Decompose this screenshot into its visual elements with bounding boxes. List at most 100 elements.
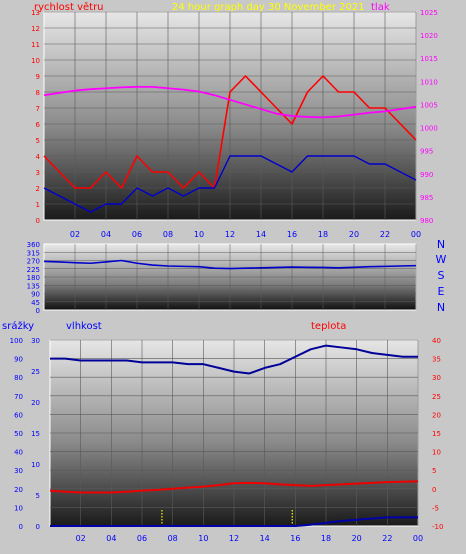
y-right-tick-label: 1020 [420, 32, 438, 40]
x-tick-label: 04 [101, 230, 111, 239]
y-humidity-tick-label: 50 [14, 430, 23, 438]
y-humidity-tick-label: 10 [14, 504, 23, 512]
y-humidity-tick-label: 70 [14, 393, 23, 401]
x-tick-label: 12 [225, 230, 235, 239]
y-temperature-tick-label: -10 [432, 523, 443, 531]
direction-e: E [438, 285, 445, 298]
series-gust-line [43, 75, 417, 189]
y-temperature-tick-label: 10 [432, 449, 441, 457]
y-right-tick-label: 985 [420, 194, 433, 202]
y-right-tick-label: 995 [420, 148, 433, 156]
y-precip-tick-label: 15 [31, 430, 40, 438]
wind-pressure-panel: 02 04 06 08 10 12 14 16 18 20 22 00 012345678910111… [31, 9, 438, 239]
y-humidity-tick-label: 80 [14, 374, 23, 382]
y-left-tick-label: 9 [36, 73, 40, 81]
x-tick-label: 08 [168, 534, 178, 543]
y-humidity-tick-label: 60 [14, 411, 23, 419]
y-tick-label: 225 [27, 266, 40, 274]
x-tick-label: 02 [76, 534, 86, 543]
x-tick-label: 00 [413, 534, 423, 543]
y-temperature-tick-label: 20 [432, 411, 441, 419]
y-precip-tick-label: 25 [31, 368, 40, 376]
y-left-tick-label: 7 [36, 105, 40, 113]
y-temperature-tick-label: 25 [432, 393, 441, 401]
y-right-tick-label: 1010 [420, 78, 438, 86]
x-tick-label: 00 [411, 230, 421, 239]
y-humidity-tick-label: 20 [14, 486, 23, 494]
x-tick-label: 20 [349, 230, 359, 239]
humidity-temperature-panel: 02 04 06 08 10 12 14 16 18 20 22 00 010203040506070… [10, 337, 444, 543]
y-left-tick-label: 10 [31, 57, 40, 65]
y-temperature-tick-label: 30 [432, 374, 441, 382]
y-humidity-tick-label: 0 [19, 523, 23, 531]
y-tick-label: 360 [27, 241, 40, 249]
x-tick-label: 02 [70, 230, 80, 239]
y-left-tick-label: 8 [36, 89, 40, 97]
series-precip-line [50, 516, 418, 527]
y-humidity-tick-label: 40 [14, 449, 23, 457]
y-right-tick-label: 1025 [420, 9, 438, 17]
y-right-tick-label: 980 [420, 217, 433, 225]
y-precip-tick-label: 20 [31, 399, 40, 407]
series-humidity-line [50, 344, 418, 375]
wind-speed-label: rychlost větru [34, 1, 104, 13]
y-temperature-tick-label: 40 [432, 337, 441, 345]
y-humidity-tick-label: 100 [10, 337, 23, 345]
y-humidity-tick-label: 90 [14, 356, 23, 364]
x-tick-label: 04 [106, 534, 116, 543]
y-tick-label: 90 [31, 291, 40, 299]
y-left-tick-label: 4 [36, 153, 41, 161]
y-precip-tick-label: 5 [36, 492, 40, 500]
y-left-tick-label: 3 [36, 169, 40, 177]
temperature-label: teplota [311, 321, 346, 332]
x-tick-label: 14 [260, 534, 270, 543]
y-left-tick-label: 1 [36, 201, 40, 209]
y-tick-label: 180 [27, 274, 40, 282]
direction-n-bottom: N [437, 301, 445, 314]
pressure-label: tlak [371, 2, 390, 13]
direction-letters: N W S E N [436, 238, 447, 314]
y-tick-label: 0 [36, 307, 40, 315]
y-precip-tick-label: 0 [36, 523, 40, 531]
y-right-tick-label: 1005 [420, 101, 438, 109]
series-direction-line [43, 259, 417, 270]
y-left-tick-label: 11 [31, 41, 40, 49]
x-tick-label: 20 [352, 534, 362, 543]
series-avg-line [43, 155, 417, 213]
x-tick-label: 06 [132, 230, 142, 239]
x-tick-label: 22 [382, 534, 392, 543]
x-tick-label: 08 [163, 230, 173, 239]
y-humidity-tick-label: 30 [14, 467, 23, 475]
x-tick-label: 10 [194, 230, 204, 239]
x-tick-label: 12 [229, 534, 239, 543]
x-tick-label: 14 [256, 230, 266, 239]
precip-label: srážky [2, 320, 34, 332]
x-tick-label: 10 [198, 534, 208, 543]
y-temperature-tick-label: 35 [432, 356, 441, 364]
x-tick-label: 18 [321, 534, 331, 543]
y-temperature-tick-label: -5 [432, 504, 439, 512]
y-temperature-tick-label: 5 [432, 467, 436, 475]
y-tick-label: 135 [27, 282, 40, 290]
series-pressure-line [43, 85, 417, 119]
y-tick-label: 270 [27, 258, 40, 266]
y-precip-tick-label: 30 [31, 337, 40, 345]
y-right-tick-label: 1015 [420, 55, 438, 63]
y-temperature-tick-label: 0 [432, 486, 436, 494]
y-right-tick-label: 990 [420, 171, 433, 179]
graph-title: 24 hour graph day 30 November 2021 [172, 2, 365, 13]
series-temperature-line [49, 480, 419, 494]
x-tick-label: 18 [318, 230, 328, 239]
y-right-tick-label: 1000 [420, 125, 438, 133]
x-tick-label: 06 [137, 534, 147, 543]
y-precip-tick-label: 10 [31, 461, 40, 469]
humidity-label: vlhkost [66, 321, 102, 332]
direction-n-top: N [437, 238, 445, 251]
y-temperature-tick-label: 15 [432, 430, 441, 438]
y-left-tick-label: 2 [36, 185, 40, 193]
y-left-tick-label: 0 [36, 217, 40, 225]
y-left-tick-label: 6 [36, 121, 41, 129]
direction-w: W [436, 253, 447, 266]
